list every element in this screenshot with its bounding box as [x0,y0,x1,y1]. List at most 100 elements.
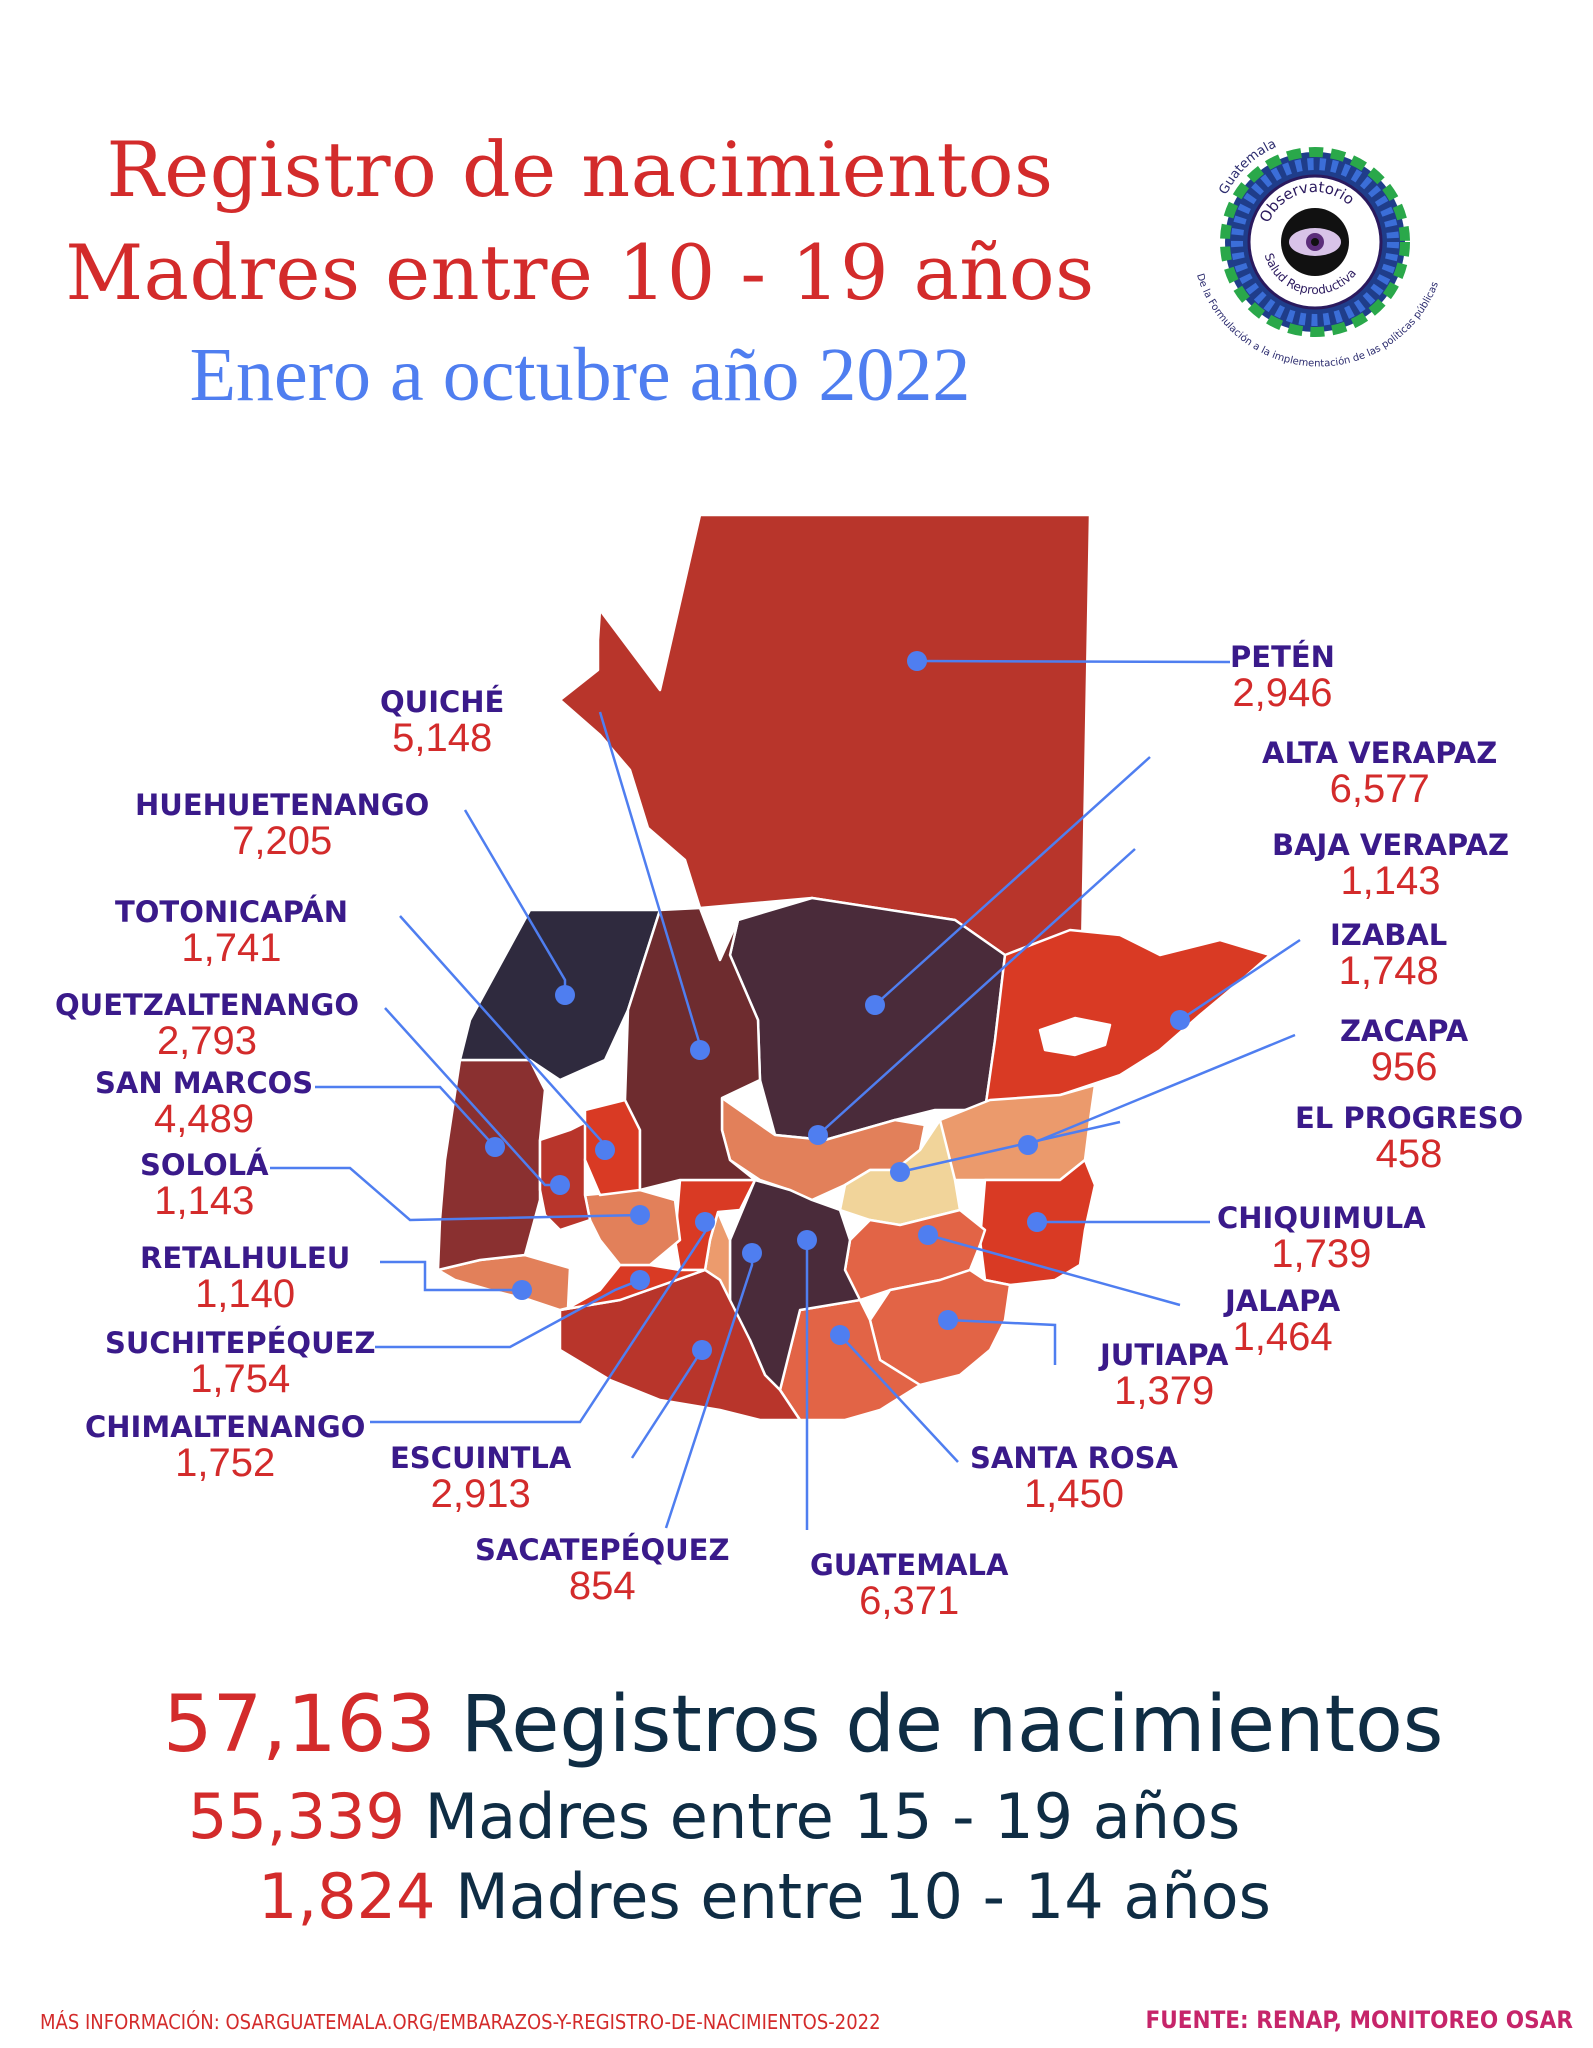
department-name: ESCUINTLA [390,1441,572,1475]
department-value: 1,741 [181,926,282,971]
title-line-1: Registro de nacimientos [106,125,1054,214]
marker-suchitepequez [630,1270,650,1290]
department-value: 6,577 [1329,767,1430,812]
leader-line-retalhuleu [380,1260,522,1292]
department-name: TOTONICAPÁN [115,895,348,929]
leader-line-san-marcos [315,1085,496,1148]
region-izabal [983,928,1272,1112]
label-escuintla: ESCUINTLA 2,913 [390,1441,572,1517]
label-totonicapan: TOTONICAPÁN 1,741 [115,895,348,971]
region-alta-verapaz [728,896,1007,1142]
leader-line-izabal [1179,938,1301,1022]
label-chimaltenango: CHIMALTENANGO 1,752 [85,1410,366,1485]
leader-line-solola [270,1166,641,1222]
leader-line-zacapa [1027,1033,1296,1147]
marker-guatemala [797,1230,817,1250]
department-name: BAJA VERAPAZ [1272,828,1509,862]
label-alta-verapaz: ALTA VERAPAZ 6,577 [1262,736,1498,812]
region-peten [558,513,1092,957]
department-value: 956 [1370,1045,1438,1090]
department-value: 2,913 [430,1472,531,1517]
marker-santa-rosa [830,1325,850,1345]
marker-escuintla [692,1340,712,1360]
department-value: 1,450 [1023,1472,1125,1517]
marker-totonicapan [595,1140,615,1160]
marker-chimaltenango [695,1212,715,1232]
leader-line-jalapa [927,1233,1181,1307]
marker-solola [630,1205,650,1225]
leader-line-baja-verapaz [817,848,1136,1136]
label-baja-verapaz: BAJA VERAPAZ 1,143 [1272,828,1509,904]
department-value: 1,739 [1271,1232,1372,1277]
department-name: SUCHITEPÉQUEZ [105,1326,376,1360]
department-value: 2,793 [156,1019,258,1064]
department-name: IZABAL [1330,918,1448,952]
leader-line-suchitepequez [375,1278,641,1349]
more-info-link[interactable]: MÁS INFORMACIÓN: OSARGUATEMALA.ORG/EMBAR… [40,2010,881,2034]
label-huehuetenango: HUEHUETENANGO 7,205 [135,790,429,864]
region-quetzaltenango [538,1118,592,1232]
region-solola [583,1188,682,1267]
leader-line-peten [916,659,1231,664]
marker-quetzaltenango [550,1175,570,1195]
leader-line-el-progreso [899,1120,1121,1174]
map-graphic [270,513,1301,1530]
department-value: 1,754 [190,1357,291,1402]
department-value: 1,140 [195,1272,296,1317]
marker-izabal [1170,1010,1190,1030]
department-name: ZACAPA [1340,1014,1469,1048]
marker-chiquimula [1027,1212,1047,1232]
leader-line-jutiapa [947,1318,1057,1365]
mothers-15-19-label: Madres entre 15 - 19 años [424,1780,1241,1853]
source-credit: FUENTE: RENAP, MONITOREO OSAR [1145,2006,1573,2034]
marker-sacatepequez [742,1243,762,1263]
mothers-15-19-value: 55,339 [188,1780,405,1853]
label-guatemala: GUATEMALA 6,371 [810,1550,1008,1623]
department-value: 5,148 [392,716,493,761]
department-value: 1,748 [1338,949,1439,994]
department-name: QUETZALTENANGO [55,988,359,1022]
mothers-10-14-value: 1,824 [258,1860,436,1933]
department-value: 1,143 [1340,859,1441,904]
total-births-label: Registros de nacimientos [460,1680,1444,1770]
label-santa-rosa: SANTA ROSA 1,450 [970,1441,1178,1517]
mothers-10-14-label: Madres entre 10 - 14 años [455,1860,1271,1933]
label-jalapa: JALAPA 1,464 [1225,1286,1340,1360]
summary-15-19: 55,339 Madres entre 15 - 19 años [188,1780,1240,1853]
guatemala-department-map: PETÉN 2,946 ALTA VERAPAZ 6,577 BAJA VERAPAZ 1… [0,480,1593,1630]
marker-huehuetenango [555,985,575,1005]
total-births-value: 57,163 [163,1680,436,1770]
department-name: ALTA VERAPAZ [1262,736,1498,770]
label-suchitepequez: SUCHITEPÉQUEZ 1,754 [105,1326,376,1402]
label-san-marcos: SAN MARCOS 4,489 [95,1066,314,1142]
department-value: 7,205 [232,819,333,864]
label-izabal: IZABAL 1,748 [1330,918,1448,994]
summary-10-14: 1,824 Madres entre 10 - 14 años [258,1860,1271,1933]
leader-line-escuintla [630,1349,704,1459]
department-value: 1,464 [1232,1315,1333,1360]
department-name: CHIQUIMULA [1217,1201,1426,1235]
observatorio-logo: Guatemala Observatorio Salud Reproductiv… [1194,137,1441,370]
label-zacapa: ZACAPA 956 [1340,1014,1469,1090]
department-name: SAN MARCOS [95,1066,314,1100]
department-name: RETALHULEU [140,1241,351,1275]
department-value: 4,489 [154,1097,255,1142]
subtitle: Enero a octubre año 2022 [189,333,971,417]
department-name: CHIMALTENANGO [85,1410,366,1444]
marker-baja-verapaz [808,1125,828,1145]
label-quetzaltenango: QUETZALTENANGO 2,793 [55,988,359,1064]
lake-izabal [1038,1016,1112,1057]
region-escuintla [558,1268,802,1422]
department-name: SANTA ROSA [970,1441,1178,1475]
marker-peten [907,651,927,671]
title-line-2: Madres entre 10 - 19 años [65,228,1095,317]
department-value: 854 [568,1564,636,1609]
department-value: 458 [1375,1132,1443,1177]
department-name: QUICHÉ [380,685,505,719]
department-name: PETÉN [1230,640,1335,674]
marker-quiche [690,1040,710,1060]
label-retalhuleu: RETALHULEU 1,140 [140,1241,351,1317]
summary-total: 57,163 Registros de nacimientos [163,1680,1443,1770]
department-value: 2,946 [1232,671,1333,716]
label-el-progreso: EL PROGRESO 458 [1295,1103,1523,1177]
